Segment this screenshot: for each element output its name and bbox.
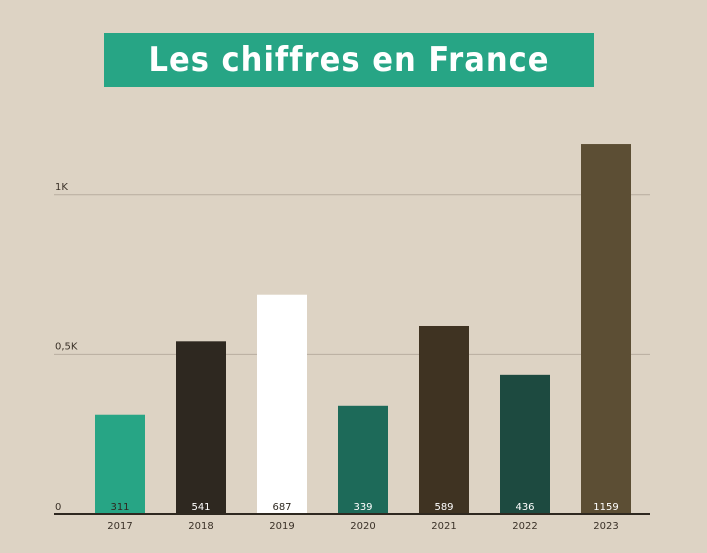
x-tick-label: 2023 [593, 521, 618, 532]
data-label: 687 [272, 502, 291, 513]
x-tick-label: 2020 [350, 521, 375, 532]
bar [95, 414, 145, 514]
data-label: 1159 [593, 502, 618, 513]
bar [176, 341, 226, 514]
title-banner: Les chiffres en France [104, 33, 594, 87]
y-tick-label: 0 [55, 502, 61, 513]
data-label: 339 [353, 502, 372, 513]
bar [500, 374, 550, 514]
data-label: 589 [434, 502, 453, 513]
data-label: 436 [515, 502, 534, 513]
x-tick-label: 2019 [269, 521, 294, 532]
bar [581, 144, 631, 515]
y-tick-label: 1K [55, 182, 68, 193]
bar [419, 325, 469, 514]
chart-title: Les chiffres en France [148, 40, 550, 80]
data-label: 311 [110, 502, 129, 513]
x-tick-label: 2022 [512, 521, 537, 532]
y-tick-label: 0,5K [55, 341, 78, 352]
bar [257, 294, 307, 514]
x-tick-label: 2021 [431, 521, 456, 532]
bar [338, 405, 388, 514]
x-tick-label: 2017 [107, 521, 132, 532]
data-label: 541 [191, 502, 210, 513]
x-tick-label: 2018 [188, 521, 213, 532]
